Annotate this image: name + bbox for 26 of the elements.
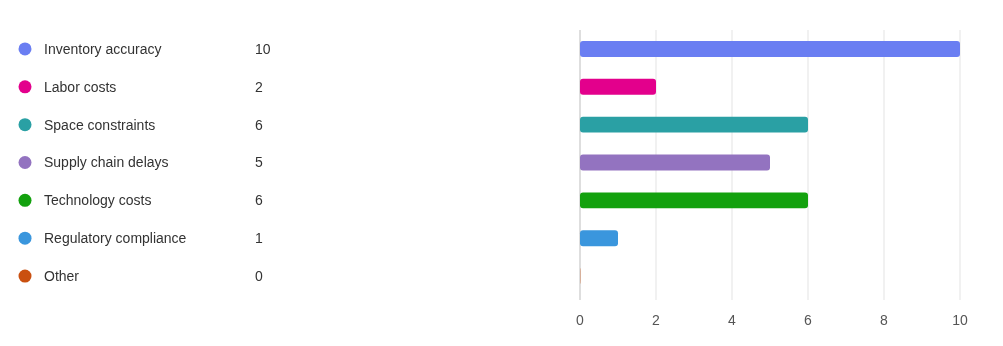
bar — [580, 192, 808, 209]
bar — [580, 78, 656, 95]
text: 6 — [255, 192, 263, 209]
bar — [580, 40, 960, 57]
x-tick-label: 8 — [880, 312, 889, 328]
x-tick-label: 2 — [652, 312, 661, 328]
text: 5 — [255, 154, 263, 171]
x-tick-label: 4 — [728, 312, 737, 328]
category-label: Supply chain delays — [44, 154, 169, 171]
category-label: Other — [44, 267, 80, 284]
x-tick-label: 6 — [804, 312, 813, 328]
category-label: Inventory accuracy — [44, 40, 162, 57]
text: 2 — [255, 78, 263, 95]
text: 6 — [255, 116, 263, 133]
x-tick-label: 10 — [952, 312, 968, 328]
bar — [580, 230, 618, 247]
category-label: Regulatory compliance — [44, 230, 187, 247]
text: 0 — [255, 267, 263, 284]
category-label: Technology costs — [44, 192, 152, 209]
category-label: Space constraints — [44, 116, 156, 133]
bar — [580, 154, 770, 171]
text: 1 — [255, 230, 263, 247]
bar — [580, 116, 808, 133]
x-tick-label: 0 — [576, 312, 585, 328]
text: 10 — [255, 40, 271, 57]
category-label: Labor costs — [44, 78, 117, 95]
